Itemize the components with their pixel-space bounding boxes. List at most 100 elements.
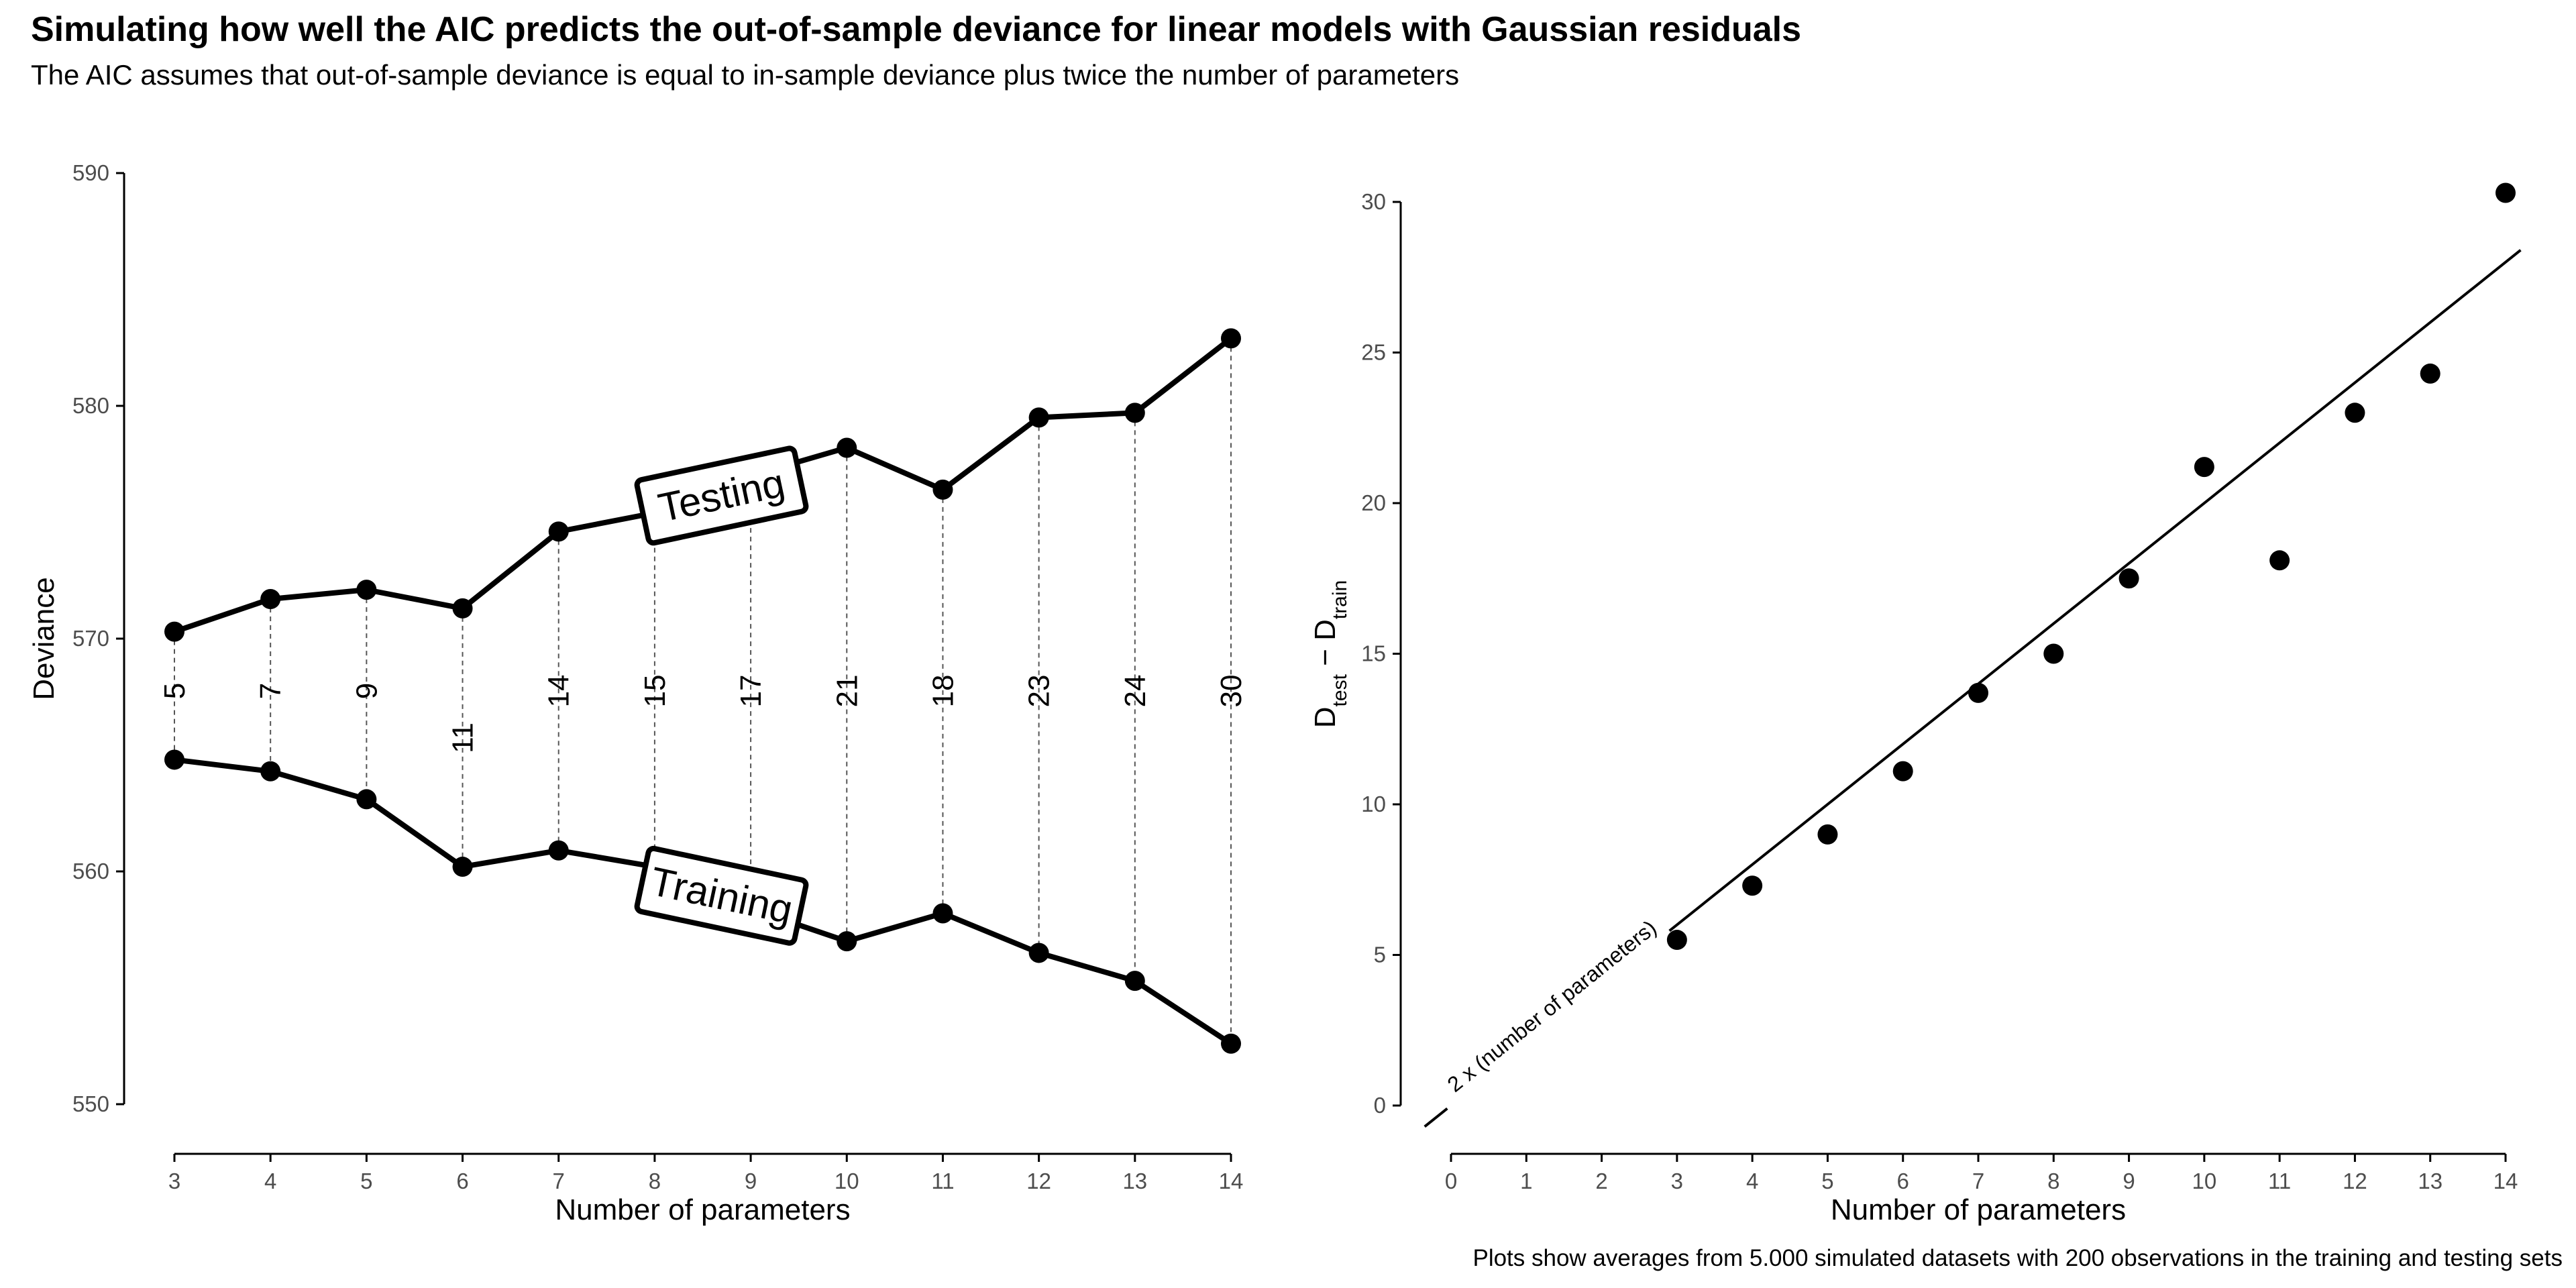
training-point	[164, 749, 184, 770]
y-tick-label: 20	[1361, 490, 1386, 515]
scatter-point	[2420, 363, 2440, 384]
y-tick-label: 580	[72, 393, 109, 418]
x-tick-label: 8	[649, 1169, 661, 1193]
y-axis-title-d1: D	[1309, 706, 1342, 728]
y-tick-label: 30	[1361, 189, 1386, 214]
scatter-point	[1742, 875, 1763, 896]
difference-label: 23	[1023, 675, 1056, 708]
y-tick-label: 550	[72, 1091, 109, 1116]
y-axis-title-sub1: test	[1329, 674, 1351, 706]
training-point	[548, 840, 569, 861]
x-tick-label: 8	[2047, 1169, 2059, 1193]
scatter-point	[2496, 182, 2516, 203]
reference-line-label: 2 x (number of parameters)	[1443, 916, 1661, 1097]
x-tick-label: 7	[553, 1169, 565, 1193]
testing-point	[260, 589, 281, 610]
x-tick-label: 5	[360, 1169, 372, 1193]
x-axis-title: Number of parameters	[1831, 1193, 2126, 1226]
y-axis-title-sep: −	[1309, 641, 1342, 674]
testing-point	[452, 598, 473, 619]
y-tick-label: 590	[72, 160, 109, 185]
testing-point	[1028, 407, 1049, 428]
testing-point	[932, 479, 953, 500]
scatter-point	[2345, 402, 2365, 423]
scatter-point	[2043, 643, 2064, 664]
page-caption: Plots show averages from 5.000 simulated…	[1472, 1245, 2563, 1271]
scatter-point	[1666, 930, 1687, 951]
testing-point	[837, 437, 857, 458]
x-tick-label: 9	[2123, 1169, 2135, 1193]
x-tick-label: 0	[1445, 1169, 1457, 1193]
deviance-line-chart: 550 560 570 580 590 3 4 5 6 7 8 9 10 11 12 13 14 Number o…	[28, 160, 1248, 1226]
x-tick-label: 12	[1026, 1169, 1051, 1193]
y-axis-title-sub2: train	[1329, 580, 1351, 619]
testing-point	[548, 521, 569, 542]
reference-line-start	[1424, 1107, 1448, 1128]
x-tick-label: 9	[745, 1169, 757, 1193]
x-tick-label: 13	[2418, 1169, 2443, 1193]
reference-line	[1668, 249, 2522, 932]
testing-point	[164, 621, 184, 642]
difference-label: 30	[1215, 675, 1248, 708]
difference-label: 17	[735, 675, 767, 708]
x-tick-label: 11	[931, 1169, 954, 1193]
x-tick-label: 5	[1821, 1169, 1833, 1193]
difference-label: 15	[639, 675, 672, 708]
difference-label: 7	[254, 683, 287, 699]
testing-series-label: Testing	[634, 445, 809, 546]
scatter-point	[1817, 824, 1838, 845]
difference-label: 18	[926, 675, 959, 708]
y-tick-label: 25	[1361, 340, 1386, 365]
testing-point	[1221, 328, 1241, 349]
x-tick-label: 3	[1671, 1169, 1683, 1193]
difference-label: 14	[543, 675, 576, 708]
y-tick-label: 570	[72, 626, 109, 651]
y-axis-title-d2: D	[1309, 619, 1342, 641]
training-point	[452, 857, 473, 877]
x-tick-label: 7	[1972, 1169, 1984, 1193]
training-series-label: Training	[634, 845, 809, 946]
x-tick-label: 14	[2493, 1169, 2518, 1193]
x-tick-label: 2	[1595, 1169, 1607, 1193]
testing-label-box	[634, 445, 809, 546]
x-tick-label: 11	[2268, 1169, 2291, 1193]
difference-label: 11	[447, 722, 480, 753]
scatter-point	[2118, 568, 2139, 589]
scatter-point	[2269, 550, 2290, 571]
x-tick-label: 3	[168, 1169, 180, 1193]
scatter-point	[1968, 682, 1988, 703]
training-label-box	[634, 845, 809, 946]
x-tick-label: 10	[2192, 1169, 2216, 1193]
y-tick-label: 560	[72, 859, 109, 883]
training-point	[1124, 971, 1145, 991]
x-axis-title: Number of parameters	[555, 1193, 850, 1226]
x-tick-label: 14	[1219, 1169, 1244, 1193]
x-tick-label: 4	[1746, 1169, 1758, 1193]
y-axis-title: Deviance	[28, 577, 60, 700]
x-tick-label: 13	[1122, 1169, 1147, 1193]
difference-label: 21	[830, 675, 863, 708]
y-tick-label: 5	[1374, 943, 1386, 967]
scatter-point	[2194, 457, 2214, 478]
testing-point	[1124, 402, 1145, 423]
y-tick-label: 10	[1361, 792, 1386, 816]
difference-label: 24	[1119, 675, 1152, 708]
x-tick-label: 4	[264, 1169, 276, 1193]
testing-point	[356, 580, 377, 600]
difference-label: 5	[158, 683, 191, 699]
y-axis-title: Dtest − Dtrain	[1309, 580, 1351, 728]
training-point	[260, 761, 281, 782]
x-tick-label: 6	[1897, 1169, 1909, 1193]
page-subtitle: The AIC assumes that out-of-sample devia…	[31, 59, 1460, 91]
x-tick-label: 12	[2343, 1169, 2367, 1193]
y-tick-label: 0	[1374, 1093, 1386, 1118]
difference-label: 9	[350, 683, 383, 699]
training-point	[932, 903, 953, 924]
training-point	[837, 931, 857, 952]
x-tick-label: 10	[835, 1169, 859, 1193]
y-tick-label: 15	[1361, 641, 1386, 666]
page-title: Simulating how well the AIC predicts the…	[31, 10, 1802, 49]
x-tick-label: 1	[1520, 1169, 1532, 1193]
